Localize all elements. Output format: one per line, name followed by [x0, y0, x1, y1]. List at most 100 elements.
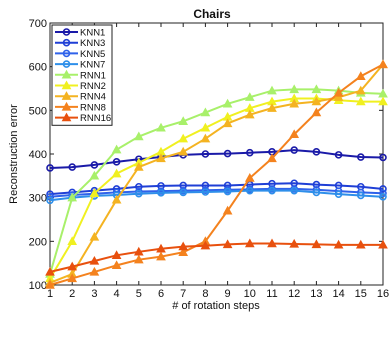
x-tick-label: 12 — [288, 288, 300, 300]
series-knn1-point — [46, 164, 54, 172]
series-rnn1-point — [67, 192, 78, 202]
series-knn7-point — [290, 186, 299, 195]
series-rnn2-point — [111, 168, 122, 178]
x-tick-label: 15 — [355, 288, 367, 300]
x-axis: 1 2 3 4 5 6 7 8 9 10 11 12 13 14 15 16 — [47, 23, 389, 300]
series-rnn4-point — [133, 162, 144, 171]
x-tick-label: 6 — [158, 288, 164, 300]
series-knn1-point — [379, 153, 387, 162]
series-rnn1-point — [222, 98, 233, 108]
legend-knn1-point — [62, 28, 71, 36]
series-rnn1-point — [89, 170, 100, 180]
series-rnn8 — [45, 59, 388, 289]
x-axis-label: # of rotation steps — [172, 300, 260, 312]
y-tick-label: 500 — [29, 105, 47, 117]
series-knn1-point — [334, 151, 343, 159]
legend-rnn16-point — [61, 112, 72, 122]
series-knn3-line — [49, 182, 384, 196]
series-rnn2-point — [67, 236, 78, 246]
x-tick-label: 8 — [202, 288, 208, 300]
series-rnn2-point — [89, 188, 100, 197]
y-tick-label: 700 — [29, 18, 47, 30]
series-rnn8-point — [45, 279, 55, 289]
series-rnn1-point — [244, 92, 255, 101]
series-rnn1-point — [267, 85, 277, 95]
series-rnn16-point — [378, 239, 388, 249]
series-knn1-point — [290, 146, 299, 154]
series-knn1-point — [312, 148, 321, 156]
series-rnn4-point — [333, 92, 344, 101]
series-rnn1-point — [111, 144, 122, 154]
legend-rnn2-point — [61, 80, 72, 90]
series-knn3-point — [135, 182, 143, 191]
x-tick-label: 11 — [266, 288, 277, 300]
series-rnn8-point — [378, 59, 388, 69]
series-rnn8-point — [289, 129, 300, 139]
series-rnn2-point — [200, 122, 211, 132]
series-knn3-point — [379, 185, 387, 193]
series-rnn16-point — [67, 261, 78, 271]
series-rnn8-point — [67, 273, 78, 283]
x-tick-label: 16 — [377, 288, 389, 300]
series-rnn16-point — [89, 255, 100, 265]
series-rnn1-point — [156, 122, 166, 132]
legend-knn5-point — [62, 49, 71, 58]
series-rnn16-point — [178, 241, 189, 251]
series-rnn1-point — [289, 84, 300, 94]
series-knn1-point — [356, 153, 365, 161]
series-knn1-point — [246, 148, 254, 157]
series-rnn4-line — [49, 63, 384, 284]
series-rnn4 — [45, 59, 388, 287]
series-rnn4-point — [222, 118, 233, 128]
series-knn7-point — [246, 186, 254, 195]
series-knn7-point — [157, 189, 165, 197]
series-rnn8-point — [244, 172, 255, 182]
legend-knn7-point — [62, 60, 71, 68]
legend-knn1-label: KNN1 — [80, 28, 105, 39]
series-knn7-point — [334, 190, 343, 198]
series-layer — [45, 59, 388, 289]
series-rnn8-line — [49, 63, 384, 286]
series-rnn4-point — [111, 194, 122, 204]
y-tick-label: 300 — [29, 193, 47, 205]
series-rnn8-point — [355, 71, 366, 80]
series-rnn4-point — [311, 96, 322, 106]
series-rnn16-point — [133, 246, 144, 256]
x-tick-label: 7 — [180, 288, 186, 300]
legend-rnn16-label: RNN16 — [80, 113, 111, 124]
x-tick-label: 5 — [136, 288, 142, 300]
y-tick-label: 400 — [29, 149, 47, 161]
series-rnn4-point — [267, 103, 277, 112]
series-rnn1-point — [311, 84, 322, 94]
chart-title: Chairs — [193, 7, 231, 21]
series-knn1-point — [68, 163, 76, 171]
legend-rnn2-label: RNN2 — [80, 81, 106, 92]
series-knn7-line — [49, 189, 384, 202]
series-rnn8-point — [222, 205, 233, 215]
legend-rnn4-label: RNN4 — [80, 92, 106, 103]
x-tick-label: 10 — [244, 288, 256, 300]
series-knn1-point — [90, 161, 99, 169]
series-rnn2-point — [378, 96, 388, 106]
series-knn7-point — [312, 188, 321, 197]
series-rnn16-point — [45, 266, 55, 276]
series-rnn8-point — [311, 107, 322, 117]
series-rnn16-point — [355, 239, 366, 249]
series-rnn4-point — [244, 109, 255, 119]
series-rnn4-point — [200, 133, 211, 143]
series-knn1-point — [112, 158, 121, 166]
series-rnn1-point — [178, 116, 189, 125]
y-axis-label: Reconstruction error — [8, 104, 20, 204]
x-tick-label: 9 — [225, 288, 231, 300]
series-rnn8-point — [89, 266, 100, 276]
series-rnn16-point — [111, 250, 122, 260]
legend-rnn8-label: RNN8 — [80, 102, 106, 113]
series-rnn4-point — [89, 231, 100, 241]
series-rnn4-point — [289, 98, 300, 108]
legend-knn7-label: KNN7 — [80, 60, 105, 71]
series-rnn16-point — [200, 240, 211, 250]
series-knn7-point — [179, 188, 187, 197]
series-knn7-point — [46, 196, 54, 205]
